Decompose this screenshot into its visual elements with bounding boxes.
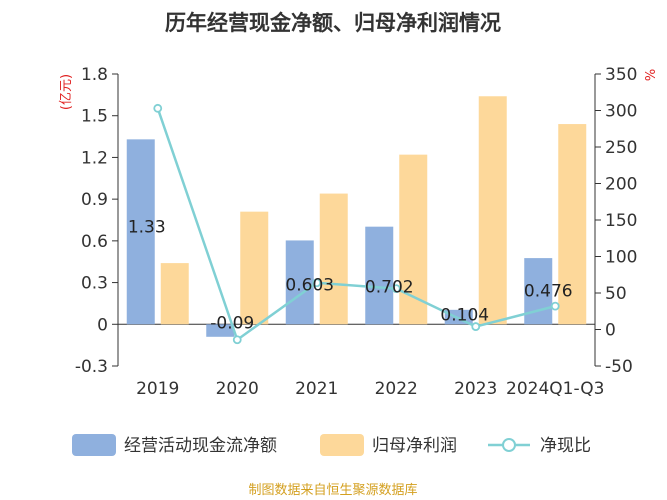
chart-title: 历年经营现金净额、归母净利润情况	[165, 11, 501, 35]
ratio-point	[232, 335, 242, 345]
right-tick-label: 50	[605, 284, 627, 304]
profit-bar	[160, 263, 189, 325]
axes: 1.8 1.5 1.2 0.9 0.6 0.3 0 -0.3 350 300 250 200 150 10…	[75, 65, 638, 399]
bars	[126, 96, 587, 337]
right-tick-label: 250	[605, 138, 637, 158]
left-tick-label: 0.3	[81, 274, 108, 294]
left-tick-label: 0	[97, 315, 108, 335]
ratio-line	[153, 103, 560, 345]
right-axis-unit: %	[644, 69, 659, 81]
cashflow-data-label: 0.702	[365, 277, 414, 297]
right-tick-label: 300	[605, 102, 637, 122]
x-tick-label: 2021	[295, 379, 338, 399]
right-tick-label: -50	[605, 357, 633, 377]
data-labels: 1.33 -0.09 0.603 0.702 0.104 0.476	[128, 217, 573, 333]
profit-bar	[240, 211, 269, 325]
cashflow-data-label: 0.603	[285, 275, 334, 295]
left-tick-label: 0.9	[81, 190, 108, 210]
legend-swatch	[320, 434, 364, 456]
cashflow-data-label: 0.104	[440, 305, 489, 325]
left-tick-label: -0.3	[75, 357, 108, 377]
cashflow-bar	[126, 139, 155, 325]
ratio-point	[153, 103, 163, 113]
cashflow-bar	[285, 240, 314, 325]
left-tick-label: 1.8	[81, 65, 108, 85]
right-tick-label: 350	[605, 65, 637, 85]
legend-label: 净现比	[540, 436, 591, 456]
left-tick-label: 1.5	[81, 107, 108, 127]
x-tick-label: 2022	[375, 379, 418, 399]
cashflow-data-label: 0.476	[524, 281, 573, 301]
legend-label: 经营活动现金流净额	[124, 436, 277, 456]
profit-bar	[399, 154, 428, 325]
ratio-point	[312, 278, 322, 288]
ratio-line-path	[156, 107, 556, 342]
cashflow-bar	[365, 226, 394, 325]
legend: 经营活动现金流净额 归母净利润 净现比	[72, 434, 591, 456]
x-tick-label: 2019	[136, 379, 179, 399]
x-tick-label: 2023	[454, 379, 497, 399]
right-tick-label: 150	[605, 211, 637, 231]
cashflow-bar	[206, 324, 235, 337]
cashflow-data-label: -0.09	[210, 313, 254, 333]
source-note: 制图数据来自恒生聚源数据库	[248, 482, 417, 498]
profit-bar	[558, 124, 587, 325]
right-tick-label: 200	[605, 175, 637, 195]
x-tick-label: 2024Q1-Q3	[506, 379, 604, 399]
right-tick-label: 100	[605, 248, 637, 268]
profit-bar	[478, 96, 507, 325]
ratio-point	[550, 301, 560, 311]
ratio-point	[391, 284, 401, 294]
left-axis-unit: (亿元)	[59, 74, 74, 110]
legend-label: 归母净利润	[372, 436, 457, 456]
legend-swatch-point	[502, 438, 516, 452]
x-tick-label: 2020	[216, 379, 259, 399]
ratio-point	[471, 322, 481, 331]
right-tick-label: 0	[605, 321, 616, 341]
legend-swatch	[72, 434, 116, 456]
profit-bar	[319, 193, 348, 325]
left-tick-label: 1.2	[81, 148, 108, 168]
cashflow-data-label: 1.33	[128, 217, 166, 237]
left-tick-label: 0.6	[81, 232, 108, 252]
